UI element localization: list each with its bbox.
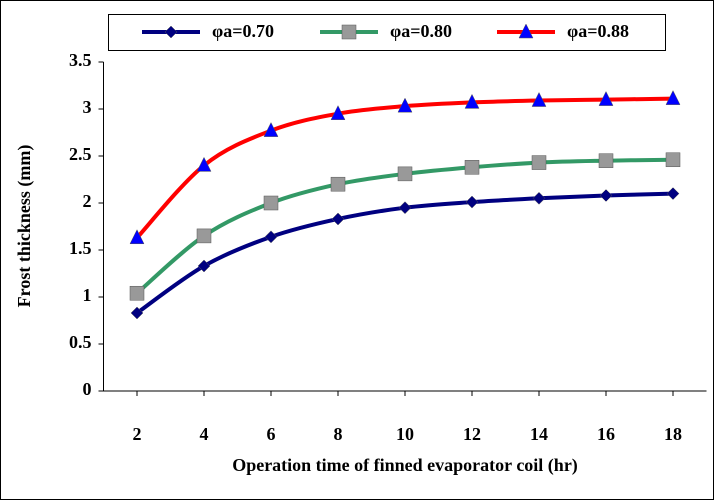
marker — [464, 160, 480, 175]
x-tick-label: 16 — [597, 424, 615, 444]
x-tick-label: 14 — [530, 424, 548, 444]
marker — [398, 201, 412, 215]
marker — [263, 122, 279, 137]
x-tick-label: 12 — [463, 424, 481, 444]
marker — [532, 191, 546, 205]
legend-box — [108, 14, 666, 51]
legend-label: φa=0.88 — [567, 21, 629, 41]
x-tick-label: 10 — [396, 424, 414, 444]
y-tick-label: 0.5 — [69, 332, 92, 352]
marker — [464, 93, 480, 109]
marker — [164, 25, 178, 39]
marker — [397, 97, 413, 113]
marker — [599, 189, 613, 202]
marker — [598, 91, 614, 106]
marker — [330, 176, 346, 192]
marker — [197, 259, 211, 273]
marker — [598, 153, 614, 168]
y-tick-label: 2 — [83, 191, 92, 211]
marker — [397, 166, 413, 182]
y-tick-label: 3 — [83, 97, 92, 117]
y-axis-label: Frost thickness (mm) — [14, 145, 35, 308]
x-tick-label: 8 — [334, 424, 343, 444]
marker — [666, 187, 680, 200]
y-tick-label: 0 — [83, 379, 92, 399]
marker — [263, 195, 279, 211]
y-tick-label: 1 — [83, 285, 92, 305]
marker — [518, 23, 534, 39]
x-tick-label: 6 — [267, 424, 276, 444]
marker — [130, 306, 144, 320]
marker — [129, 285, 145, 301]
y-tick-label: 3.5 — [69, 50, 92, 70]
marker — [196, 228, 212, 244]
marker — [531, 91, 547, 107]
marker — [341, 24, 357, 40]
marker — [665, 90, 681, 105]
y-tick-label: 1.5 — [69, 238, 92, 258]
marker — [330, 105, 346, 120]
x-tick-label: 4 — [200, 424, 209, 444]
y-tick-label: 2.5 — [69, 144, 92, 164]
legend-label: φa=0.70 — [212, 21, 274, 41]
marker — [531, 155, 547, 170]
legend-label: φa=0.80 — [390, 21, 452, 41]
marker — [264, 230, 278, 244]
marker — [331, 212, 345, 226]
marker — [665, 152, 681, 168]
marker — [465, 195, 479, 209]
x-axis-label: Operation time of finned evaporator coil… — [232, 455, 578, 476]
marker — [129, 229, 145, 245]
x-tick-label: 2 — [133, 424, 142, 444]
x-tick-label: 18 — [664, 424, 682, 444]
marker — [196, 156, 212, 172]
